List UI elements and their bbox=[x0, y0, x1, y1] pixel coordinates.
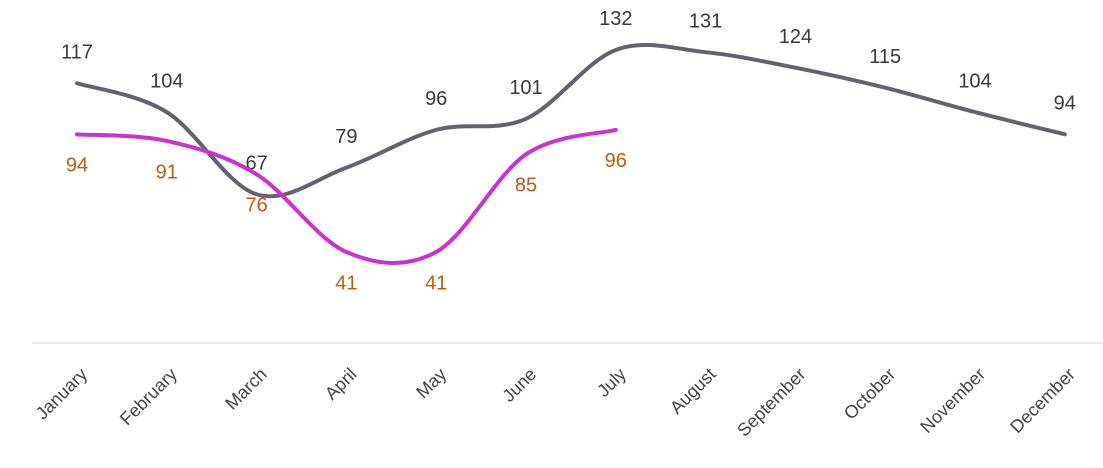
data-label: 76 bbox=[245, 195, 267, 217]
data-label: 94 bbox=[66, 155, 88, 177]
x-tick-label: December bbox=[1006, 364, 1079, 437]
x-tick-label: September bbox=[733, 364, 809, 440]
x-tick-label: March bbox=[221, 364, 271, 414]
data-label: 131 bbox=[689, 10, 722, 32]
data-label: 96 bbox=[425, 88, 447, 110]
data-label: 41 bbox=[425, 272, 447, 294]
x-tick-label: April bbox=[321, 364, 361, 404]
x-tick-label: November bbox=[916, 364, 989, 437]
data-label: 101 bbox=[509, 77, 542, 99]
x-tick-label: August bbox=[666, 364, 720, 418]
x-tick-label: May bbox=[412, 364, 450, 402]
data-label: 115 bbox=[869, 46, 901, 68]
data-label: 132 bbox=[599, 8, 632, 30]
x-tick-label: July bbox=[593, 364, 630, 401]
data-label: 96 bbox=[605, 150, 627, 172]
series-line bbox=[75, 127, 618, 265]
data-label: 104 bbox=[150, 70, 183, 92]
series-line bbox=[75, 42, 1067, 199]
x-tick-label: February bbox=[116, 364, 181, 429]
data-label: 79 bbox=[335, 126, 357, 148]
data-label: 104 bbox=[958, 70, 991, 92]
x-tick-label: January bbox=[32, 364, 91, 423]
x-tick-label: June bbox=[498, 364, 540, 406]
data-label: 85 bbox=[515, 175, 537, 197]
data-label: 91 bbox=[156, 161, 178, 183]
data-label: 124 bbox=[779, 26, 812, 48]
x-tick-label: October bbox=[840, 364, 899, 423]
data-label: 41 bbox=[335, 272, 357, 294]
data-label: 117 bbox=[61, 42, 93, 64]
data-label: 94 bbox=[1054, 93, 1076, 115]
